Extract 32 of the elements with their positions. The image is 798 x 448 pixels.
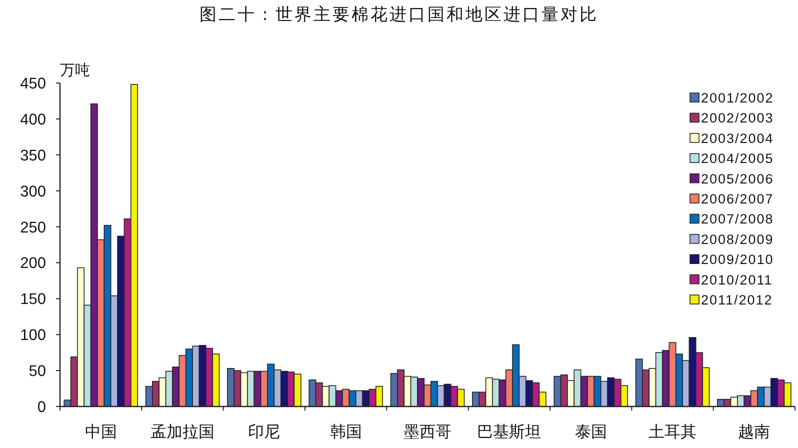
y-tick-label: 400 xyxy=(20,111,46,128)
legend-label: 2001/2002 xyxy=(701,90,774,106)
legend-label: 2009/2010 xyxy=(701,252,774,268)
y-tick-label: 250 xyxy=(20,219,46,236)
x-tick-label: 孟加拉国 xyxy=(150,423,214,441)
legend-label: 2008/2009 xyxy=(701,232,774,247)
x-tick-label: 巴基斯坦 xyxy=(477,423,542,441)
y-tick-label: 100 xyxy=(20,327,46,344)
y-tick-label: 150 xyxy=(20,291,46,308)
legend-label: 2011/2012 xyxy=(701,292,773,308)
x-tick-label: 越南 xyxy=(738,423,770,441)
x-tick-label: 墨西哥 xyxy=(404,424,452,441)
y-tick-label: 300 xyxy=(20,183,46,200)
x-tick-label: 印尼 xyxy=(248,423,280,441)
x-tick-label: 韩国 xyxy=(330,423,362,441)
x-tick-label: 中国 xyxy=(84,423,117,441)
legend-label: 2006/2007 xyxy=(701,192,774,206)
x-tick-label: 土耳其 xyxy=(648,423,696,441)
legend-label: 2007/2008 xyxy=(701,212,774,227)
chart-title: 图二十：世界主要棉花进口国和地区进口量对比 xyxy=(200,5,598,24)
legend-label: 2004/2005 xyxy=(701,151,774,166)
legend-label: 2002/2003 xyxy=(701,110,774,126)
y-tick-label: 350 xyxy=(20,147,46,164)
y-axis-title: 万吨 xyxy=(60,62,90,79)
x-tick-label: 泰国 xyxy=(574,424,607,441)
y-tick-label: 0 xyxy=(37,399,46,416)
y-tick-label: 450 xyxy=(20,76,46,92)
legend-label: 2003/2004 xyxy=(701,130,774,146)
legend-label: 2005/2006 xyxy=(701,171,774,186)
y-tick-label: 200 xyxy=(20,255,46,272)
y-tick-label: 50 xyxy=(28,363,46,380)
legend-label: 2010/2011 xyxy=(701,272,773,288)
